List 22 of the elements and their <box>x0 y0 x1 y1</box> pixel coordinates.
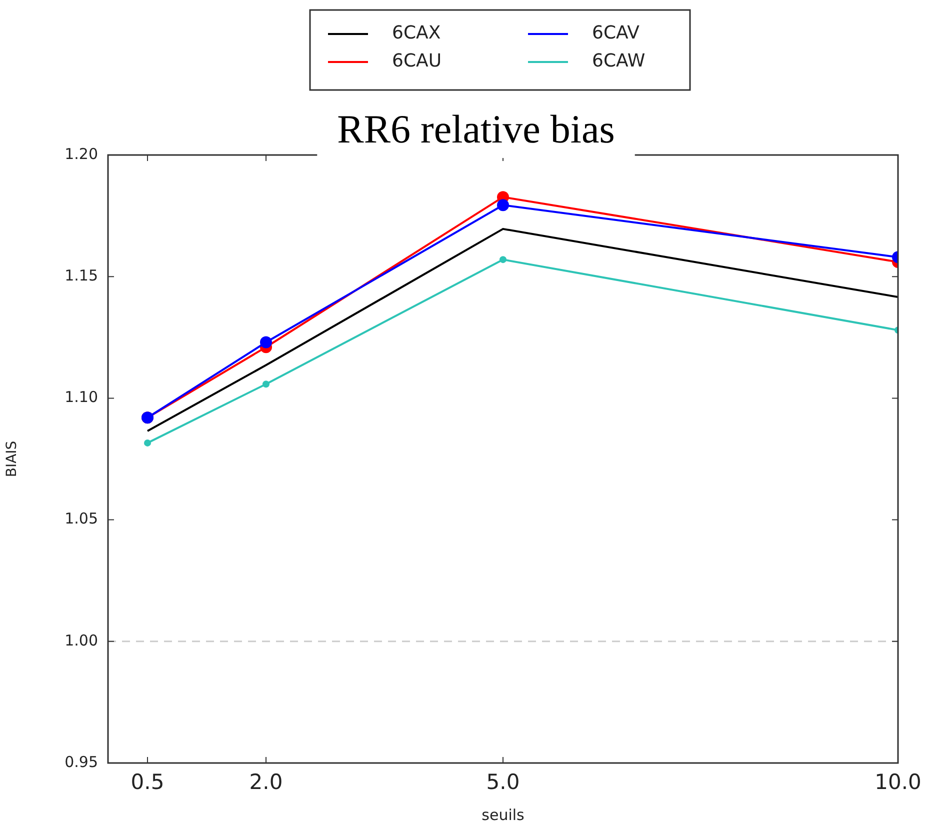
y-tick-label: 1.10 <box>64 388 98 406</box>
x-tick-label: 10.0 <box>874 770 922 794</box>
y-axis-title: BIAIS <box>4 440 20 478</box>
x-axis-title: seuils <box>482 806 525 824</box>
y-tick-label: 1.15 <box>64 266 98 284</box>
point <box>260 336 272 348</box>
x-tick-label: 0.5 <box>130 770 164 794</box>
point <box>144 439 151 446</box>
point <box>497 199 509 212</box>
y-tick-label: 1.05 <box>64 510 98 528</box>
legend-label: 6CAU <box>392 50 442 72</box>
y-tick-label: 1.20 <box>64 144 98 163</box>
legend-label: 6CAV <box>592 22 640 44</box>
legend-label: 6CAW <box>592 50 646 72</box>
point <box>262 380 270 388</box>
y-tick-label: 1.00 <box>64 631 98 650</box>
point <box>500 256 506 264</box>
x-tick-label: 2.0 <box>249 770 283 794</box>
legend-label: 6CAX <box>392 22 441 44</box>
y-tick-label: 0.95 <box>64 752 98 771</box>
chart-title: RR6 relative bias <box>337 106 615 152</box>
x-tick-label: 5.0 <box>486 770 520 794</box>
